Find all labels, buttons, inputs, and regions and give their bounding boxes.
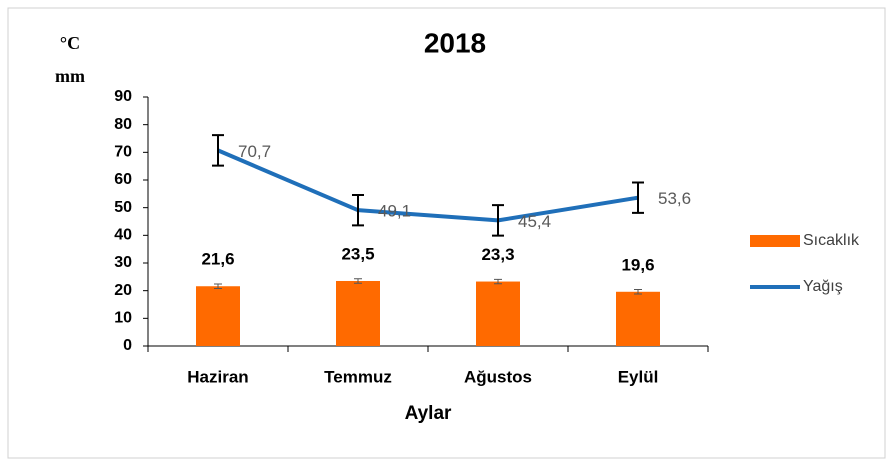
error-bar <box>212 134 224 167</box>
data-label: 19,6 <box>621 255 654 274</box>
error-bar <box>632 181 644 214</box>
error-bar <box>494 278 502 285</box>
data-label: 23,3 <box>481 245 514 264</box>
data-label: 49,1 <box>378 202 411 221</box>
x-tick-label: Eylül <box>618 367 659 386</box>
y-tick-label: 70 <box>114 144 132 161</box>
bar <box>336 280 380 346</box>
data-label: 70,7 <box>238 142 271 161</box>
x-tick-label: Haziran <box>187 367 248 386</box>
y-tick-label: 0 <box>123 337 132 354</box>
data-label: 21,6 <box>201 250 234 269</box>
y-axis-label: °C <box>60 33 80 53</box>
bar <box>196 286 240 346</box>
y-tick-label: 30 <box>114 254 132 271</box>
error-bar <box>354 278 362 284</box>
y-tick-label: 50 <box>114 199 132 216</box>
y-tick-label: 90 <box>114 88 132 105</box>
y-tick-label: 20 <box>114 282 132 299</box>
legend-label: Sıcaklık <box>803 232 860 249</box>
chart-title: 2018 <box>424 27 486 58</box>
y-tick-label: 10 <box>114 310 132 327</box>
bar <box>616 291 660 346</box>
legend-swatch <box>750 235 800 247</box>
y-axis-label: mm <box>55 66 85 86</box>
y-tick-label: 60 <box>114 171 132 188</box>
x-tick-label: Ağustos <box>464 367 532 386</box>
y-tick-label: 80 <box>114 116 132 133</box>
data-label: 53,6 <box>658 189 691 208</box>
bar <box>476 281 520 346</box>
data-label: 45,4 <box>518 212 551 231</box>
error-bar <box>352 193 364 227</box>
error-bar <box>634 289 642 295</box>
data-label: 23,5 <box>341 244 374 263</box>
y-tick-label: 40 <box>114 227 132 244</box>
error-bar <box>492 204 504 237</box>
chart-frame <box>7 7 886 459</box>
legend-label: Yağış <box>803 278 843 295</box>
line <box>217 148 639 223</box>
x-tick-label: Temmuz <box>324 367 392 386</box>
error-bar <box>214 283 222 289</box>
x-axis-label: Aylar <box>405 403 452 424</box>
